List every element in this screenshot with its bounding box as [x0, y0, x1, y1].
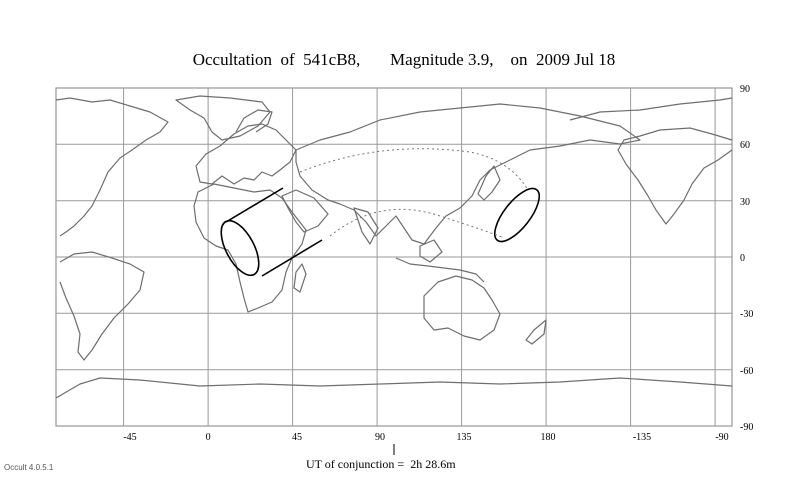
coast-madagascar: [293, 263, 307, 293]
lon-tick-label: 90: [375, 432, 385, 443]
version-label: Occult 4.0.5.1: [4, 463, 54, 472]
path-dotted-limits: [299, 148, 529, 239]
lat-tick-label: -30: [740, 309, 753, 320]
lat-tick-label: 60: [740, 140, 750, 151]
coast-arabia: [281, 189, 329, 233]
path-lower-limit: [261, 239, 323, 277]
coast-australia: [423, 275, 501, 341]
coast-north-america-east: [569, 97, 733, 225]
lat-tick-label: 90: [740, 84, 750, 95]
lon-tick-label: -135: [633, 432, 651, 443]
coast-north-america-west: [55, 97, 169, 237]
lat-tick-label: -60: [740, 366, 753, 377]
coast-indonesia: [395, 257, 485, 283]
lon-tick-label: 135: [457, 432, 472, 443]
lon-tick-label: 45: [292, 432, 302, 443]
coast-africa: [193, 183, 307, 313]
graticule: [56, 88, 732, 426]
lon-tick-label: 0: [206, 432, 211, 443]
lat-tick-label: 30: [740, 197, 750, 208]
path-end-ellipse: [493, 187, 541, 243]
coast-greenland: [175, 95, 271, 141]
coast-antarctica: [55, 377, 733, 399]
lat-tick-label: 0: [740, 253, 745, 264]
conjunction-label: UT of conjunction = 2h 28.6m: [306, 457, 456, 471]
longitude-ticks: -45 0 45 90 135 180 -135 -90: [123, 432, 728, 443]
lon-tick-label: -90: [715, 432, 728, 443]
path-upper-limit: [225, 187, 284, 223]
coastlines: [55, 95, 733, 399]
latitude-ticks: 90 60 30 0 -30 -60 -90: [740, 84, 753, 433]
map-title: Occultation of 541cB8, Magnitude 3.9, on…: [192, 50, 616, 69]
coast-japan: [477, 165, 501, 201]
coast-south-america: [59, 251, 145, 361]
occultation-path: [220, 187, 541, 277]
coast-borneo: [419, 239, 443, 263]
coast-india: [353, 207, 379, 245]
lat-tick-label: -90: [740, 422, 753, 433]
lon-tick-label: 180: [541, 432, 556, 443]
coast-new-zealand: [525, 319, 547, 345]
lon-tick-label: -45: [123, 432, 136, 443]
coast-europe: [195, 123, 297, 185]
coast-asia: [295, 103, 641, 245]
coast-scandinavia: [235, 109, 273, 133]
